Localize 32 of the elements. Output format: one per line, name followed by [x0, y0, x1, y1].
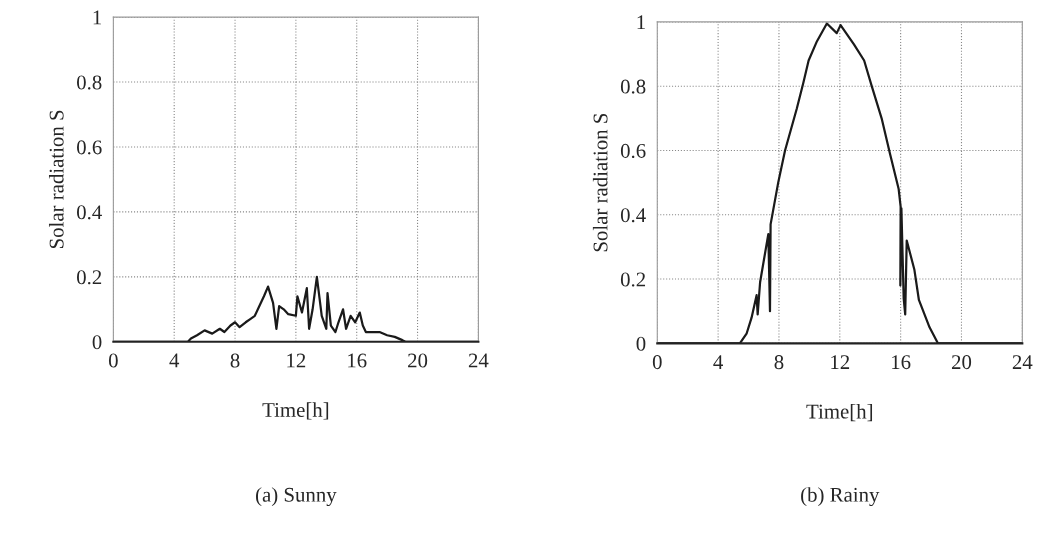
y-tick-label: 0.6	[620, 143, 646, 159]
y-tick-label: 0.6	[77, 140, 102, 155]
x-axis-title: Time[h]	[806, 403, 873, 422]
x-tick-label: 4	[169, 353, 180, 368]
y-tick-label: 0.4	[620, 208, 646, 223]
y-tick-label: 1	[93, 10, 101, 25]
y-axis-title: Solar radiation S	[48, 110, 64, 249]
x-tick-label: 12	[287, 353, 306, 368]
x-tick-label: 12	[831, 355, 850, 369]
x-tick-label: 20	[951, 355, 972, 370]
x-tick-label: 0	[108, 353, 118, 368]
x-tick-label: 20	[408, 353, 428, 368]
y-tick-label: 1	[637, 15, 645, 30]
y-tick-label: 0.8	[77, 75, 102, 90]
x-tick-label: 8	[230, 353, 240, 368]
y-tick-label: 0	[92, 335, 102, 350]
x-tick-label: 8	[774, 355, 784, 370]
x-tick-label: 16	[892, 355, 911, 370]
x-tick-label: 24	[468, 353, 489, 368]
x-tick-label: 16	[348, 353, 367, 368]
y-tick-label: 0.2	[77, 270, 102, 285]
y-tick-label: 0	[636, 336, 646, 351]
y-tick-label: 0.8	[620, 79, 646, 94]
y-tick-label: 0.2	[620, 272, 646, 287]
y-axis-title: Solar radiation S	[592, 113, 608, 252]
x-tick-label: 0	[652, 355, 662, 370]
x-tick-label: 4	[713, 355, 723, 369]
x-axis-title: Time[h]	[262, 402, 329, 420]
text: (b) Rainy	[801, 487, 880, 507]
y-tick-label: 0.4	[77, 205, 102, 220]
text: (a) Sunny	[256, 487, 337, 507]
x-tick-label: 24	[1012, 355, 1033, 369]
